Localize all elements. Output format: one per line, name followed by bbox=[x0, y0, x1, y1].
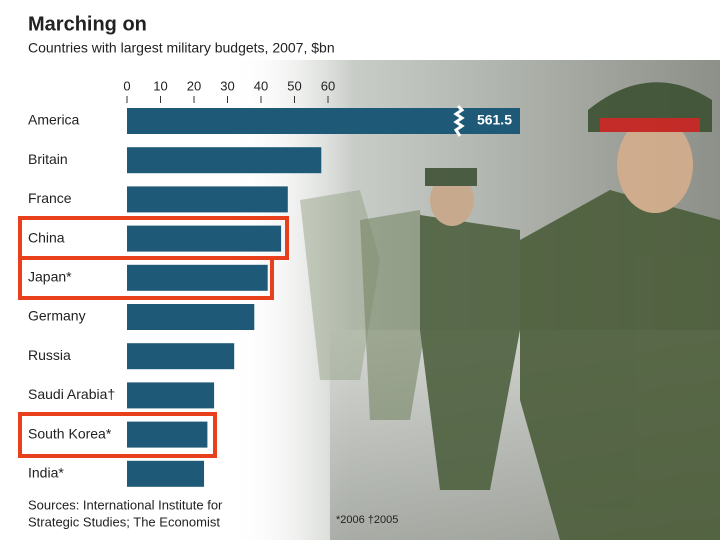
bar bbox=[127, 382, 215, 409]
x-tick-label: 10 bbox=[153, 78, 167, 93]
source: Sources: International Institute for bbox=[28, 497, 223, 512]
footnote: *2006 †2005 bbox=[336, 514, 398, 526]
bar bbox=[127, 186, 288, 213]
source: Strategic Studies; The Economist bbox=[28, 514, 220, 529]
bar bbox=[127, 147, 322, 174]
axis-break bbox=[453, 104, 465, 137]
bar bbox=[127, 460, 205, 487]
chart-title: Marching on bbox=[28, 13, 147, 35]
y-tick-label: China bbox=[28, 229, 65, 245]
y-tick-label: Germany bbox=[28, 308, 86, 324]
y-tick-label: India* bbox=[28, 465, 64, 481]
value-label: 561.5 bbox=[477, 112, 512, 128]
chart-subtitle: Countries with largest military budgets,… bbox=[28, 40, 335, 56]
bar bbox=[127, 225, 282, 252]
y-tick-label: America bbox=[28, 112, 80, 128]
x-tick-label: 20 bbox=[187, 78, 201, 93]
cap bbox=[425, 168, 477, 186]
x-tick-label: 40 bbox=[254, 78, 268, 93]
x-tick-label: 50 bbox=[287, 78, 301, 93]
highlight-box bbox=[18, 256, 274, 300]
face bbox=[430, 174, 474, 226]
cap-band bbox=[600, 118, 700, 132]
y-tick-label: South Korea* bbox=[28, 425, 112, 441]
y-tick-label: France bbox=[28, 190, 72, 206]
highlights bbox=[18, 216, 289, 458]
x-tick-label: 30 bbox=[220, 78, 234, 93]
y-tick-label: Britain bbox=[28, 151, 68, 167]
face bbox=[617, 117, 693, 213]
soldier bbox=[360, 210, 430, 420]
y-tick-label: Japan* bbox=[28, 269, 72, 285]
bar bbox=[127, 264, 268, 291]
bar bbox=[127, 343, 235, 370]
x-tick-label: 0 bbox=[123, 78, 130, 93]
highlight-box bbox=[18, 412, 217, 458]
y-tick-label: Russia bbox=[28, 347, 71, 363]
y-tick-label: Saudi Arabia† bbox=[28, 386, 115, 402]
x-tick-label: 60 bbox=[321, 78, 335, 93]
bar bbox=[127, 304, 255, 330]
soldier bbox=[300, 190, 380, 380]
soldier bbox=[420, 215, 520, 490]
bar bbox=[127, 421, 208, 448]
soldier bbox=[520, 190, 720, 540]
soldiers bbox=[300, 82, 720, 540]
